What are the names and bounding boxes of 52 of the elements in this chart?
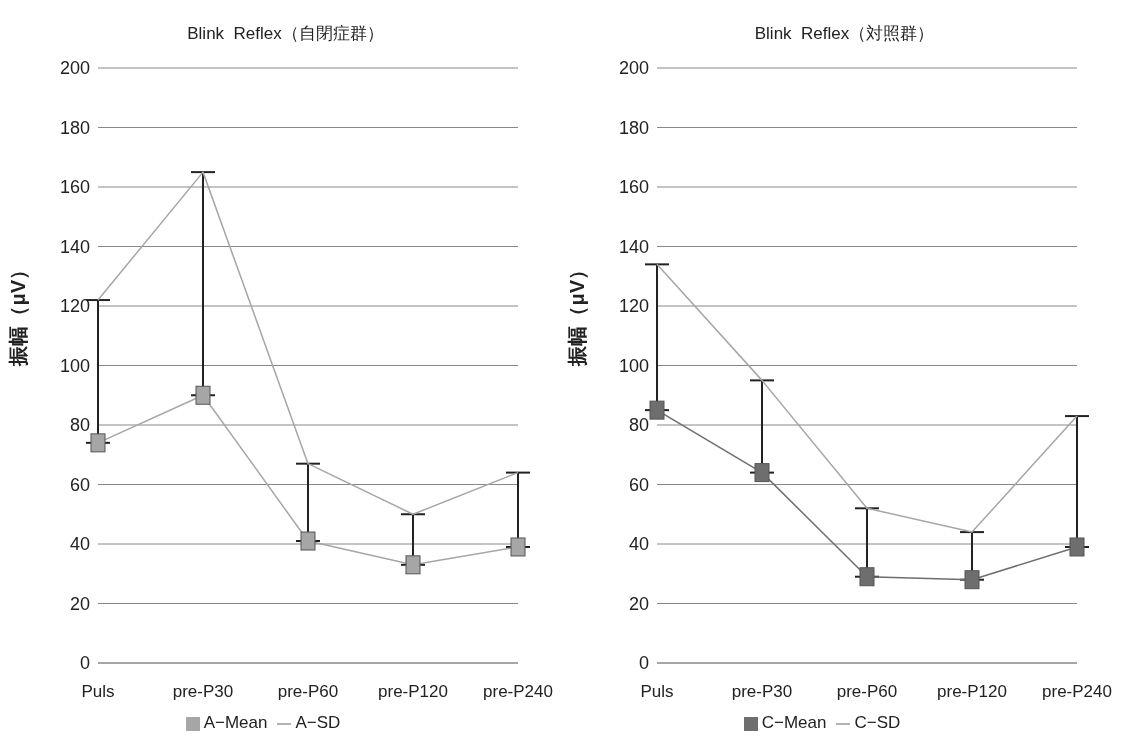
point	[405, 555, 421, 575]
y-tick-label: 180	[618, 117, 649, 138]
legend-label: A−Mean	[203, 713, 268, 732]
y-axis-title: 振幅（μV）	[566, 259, 589, 367]
y-tick-label: 80	[628, 415, 649, 436]
chart-title: Blink Reflex（自閉症群）	[186, 22, 385, 45]
x-tick-label: pre-P60	[277, 682, 339, 702]
point	[859, 567, 875, 587]
legend-label: C−SD	[854, 713, 901, 732]
y-tick-label: 200	[618, 58, 649, 79]
y-tick-label: 20	[69, 593, 90, 614]
y-tick-label: 60	[628, 474, 649, 495]
point	[1069, 537, 1085, 557]
line-series	[656, 263, 1078, 533]
y-tick-label: 120	[618, 296, 649, 317]
y-tick-label: 180	[59, 117, 90, 138]
y-tick-label: 140	[59, 236, 90, 257]
line-series	[97, 171, 519, 515]
y-tick-label: 200	[59, 58, 90, 79]
x-tick-label: pre-P30	[731, 682, 793, 702]
x-tick-label: pre-P240	[1042, 682, 1112, 702]
y-tick-label: 60	[69, 474, 90, 495]
y-tick-label: 100	[59, 355, 90, 376]
y-tick-label: 140	[618, 236, 649, 257]
y-tick-label: 100	[618, 355, 649, 376]
point	[964, 570, 980, 590]
x-tick-label: pre-P120	[937, 682, 1007, 702]
y-axis-title: 振幅（μV）	[7, 259, 30, 367]
y-tick-label: 120	[59, 296, 90, 317]
x-tick-label: pre-P60	[836, 682, 898, 702]
y-tick-label: 20	[628, 593, 649, 614]
y-tick-label: 40	[628, 534, 649, 555]
y-tick-label: 0	[79, 653, 90, 674]
y-tick-label: 80	[69, 415, 90, 436]
y-tick-label: 40	[69, 534, 90, 555]
legend-label: C−Mean	[761, 713, 827, 732]
point	[510, 537, 526, 557]
x-tick-label: pre-P30	[172, 682, 234, 702]
point	[300, 531, 316, 551]
point	[649, 400, 665, 420]
x-tick-label: Puls	[640, 682, 674, 702]
point	[754, 463, 770, 483]
legend-label: A−SD	[295, 713, 341, 732]
point	[90, 433, 106, 453]
y-tick-label: 160	[59, 177, 90, 198]
chart-title: Blink Reflex（対照群）	[753, 22, 936, 45]
y-tick-label: 160	[618, 177, 649, 198]
x-tick-label: Puls	[81, 682, 115, 702]
x-tick-label: pre-P240	[483, 682, 553, 702]
y-tick-label: 0	[638, 653, 649, 674]
x-tick-label: pre-P120	[378, 682, 448, 702]
point	[195, 385, 211, 405]
